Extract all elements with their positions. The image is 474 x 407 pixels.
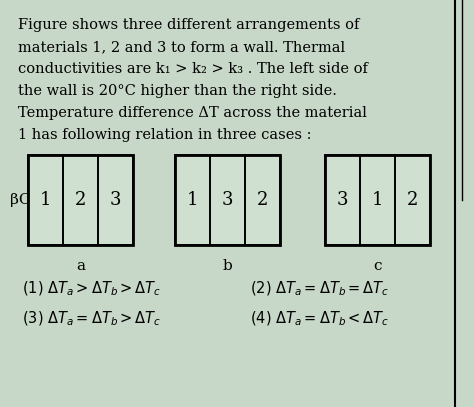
Text: 1: 1 (40, 191, 51, 209)
Text: $(3)\ \Delta T_a = \Delta T_b > \Delta T_c$: $(3)\ \Delta T_a = \Delta T_b > \Delta T… (22, 310, 161, 328)
Text: b: b (223, 259, 232, 273)
Text: 1: 1 (372, 191, 383, 209)
Text: $(2)\ \Delta T_a = \Delta T_b = \Delta T_c$: $(2)\ \Delta T_a = \Delta T_b = \Delta T… (250, 280, 389, 298)
Bar (28, 155, 133, 245)
Bar (360, 155, 395, 245)
Text: 3: 3 (337, 191, 348, 209)
Bar (245, 155, 280, 245)
Text: $(1)\ \Delta T_a > \Delta T_b > \Delta T_c$: $(1)\ \Delta T_a > \Delta T_b > \Delta T… (22, 280, 161, 298)
Text: 2: 2 (407, 191, 418, 209)
Text: materials 1, 2 and 3 to form a wall. Thermal: materials 1, 2 and 3 to form a wall. The… (18, 40, 345, 54)
Bar (175, 155, 210, 245)
Bar (28, 155, 63, 245)
Text: 2: 2 (257, 191, 268, 209)
Bar (325, 155, 430, 245)
Text: conductivities are k₁ > k₂ > k₃ . The left side of: conductivities are k₁ > k₂ > k₃ . The le… (18, 62, 368, 76)
Text: the wall is 20°C higher than the right side.: the wall is 20°C higher than the right s… (18, 84, 337, 98)
Text: Temperature difference ΔT across the material: Temperature difference ΔT across the mat… (18, 106, 367, 120)
Bar (325, 155, 430, 245)
Bar (28, 155, 133, 245)
Text: 3: 3 (110, 191, 121, 209)
Text: a: a (76, 259, 85, 273)
Text: 1 has following relation in three cases :: 1 has following relation in three cases … (18, 128, 311, 142)
Text: 2: 2 (75, 191, 86, 209)
Bar (175, 155, 280, 245)
Text: Figure shows three different arrangements of: Figure shows three different arrangement… (18, 18, 359, 32)
Text: 1: 1 (187, 191, 198, 209)
Bar (98, 155, 133, 245)
Bar (63, 155, 98, 245)
Bar (210, 155, 245, 245)
Text: c: c (373, 259, 382, 273)
Text: 3: 3 (222, 191, 233, 209)
Bar (325, 155, 360, 245)
Bar (175, 155, 280, 245)
Text: βC: βC (10, 193, 30, 207)
Bar (395, 155, 430, 245)
Text: $(4)\ \Delta T_a = \Delta T_b < \Delta T_c$: $(4)\ \Delta T_a = \Delta T_b < \Delta T… (250, 310, 389, 328)
